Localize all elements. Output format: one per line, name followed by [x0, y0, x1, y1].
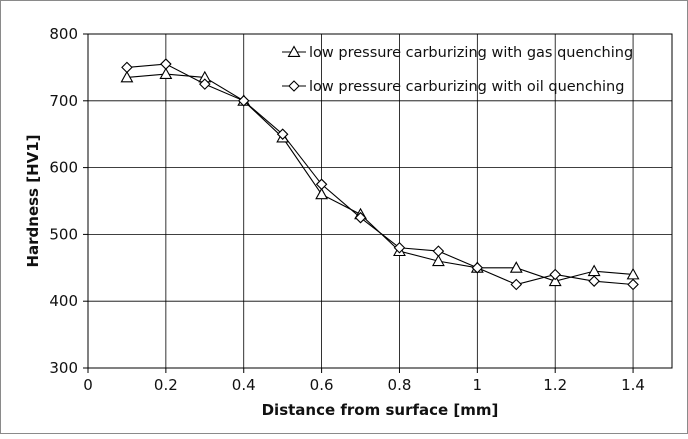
- legend-item-gas-quenching: low pressure carburizing with gas quench…: [282, 45, 633, 61]
- x-tick-label: 0.8: [388, 376, 412, 394]
- data-point-diamond: [276, 128, 289, 140]
- data-point-diamond: [432, 245, 445, 257]
- data-point-diamond: [315, 178, 328, 191]
- data-point-triangle: [120, 70, 134, 83]
- data-point-diamond: [160, 58, 172, 70]
- data-point-triangle: [548, 274, 562, 287]
- y-axis-title: Hardness [HV1]: [24, 134, 42, 267]
- x-tick-label: 1.2: [543, 376, 567, 394]
- data-point-triangle: [509, 261, 523, 273]
- x-tick-label: 1: [473, 376, 483, 394]
- data-point-triangle: [315, 187, 329, 200]
- x-tick-label: 1.4: [621, 376, 645, 394]
- y-tick-label: 400: [49, 292, 78, 310]
- data-point-diamond: [237, 95, 250, 107]
- data-point-diamond: [354, 211, 367, 224]
- y-axis-ticks: 300 400 500 600 700 800: [49, 25, 88, 377]
- legend-marker-diamond: [288, 80, 300, 92]
- legend-item-oil-quenching: low pressure carburizing with oil quench…: [282, 79, 624, 95]
- legend-label-oil-quenching: low pressure carburizing with oil quench…: [309, 79, 624, 95]
- series-line: [126, 63, 634, 286]
- series-layer: [120, 58, 640, 291]
- plot-area-frame: [87, 33, 673, 369]
- x-axis-ticks: 0 0.2 0.4 0.6 0.8 1 1.2 1.4: [83, 368, 645, 394]
- x-tick-label: 0.2: [154, 376, 178, 394]
- y-tick-label: 700: [49, 92, 78, 110]
- y-tick-label: 800: [49, 25, 78, 43]
- data-point-diamond: [471, 262, 484, 274]
- data-point-triangle: [431, 254, 445, 267]
- data-point-diamond: [588, 275, 600, 287]
- x-tick-label: 0: [83, 376, 93, 394]
- y-tick-label: 300: [49, 359, 78, 377]
- y-tick-label: 600: [49, 159, 78, 177]
- x-tick-label: 0.4: [232, 376, 256, 394]
- data-point-diamond: [393, 241, 406, 254]
- legend: low pressure carburizing with gas quench…: [282, 45, 633, 95]
- legend-label-gas-quenching: low pressure carburizing with gas quench…: [309, 45, 633, 61]
- data-point-diamond: [549, 268, 561, 281]
- x-tick-label: 0.6: [310, 376, 334, 394]
- data-point-diamond: [510, 278, 523, 291]
- x-axis-title: Distance from surface [mm]: [262, 401, 499, 419]
- data-point-diamond: [627, 278, 639, 291]
- y-tick-label: 500: [49, 225, 78, 243]
- grid-layer: [88, 34, 672, 368]
- data-point-diamond: [121, 61, 133, 74]
- series-oil-quenching: [121, 58, 639, 291]
- legend-marker-triangle: [287, 45, 301, 57]
- data-point-diamond: [199, 78, 211, 90]
- data-point-triangle: [159, 67, 173, 80]
